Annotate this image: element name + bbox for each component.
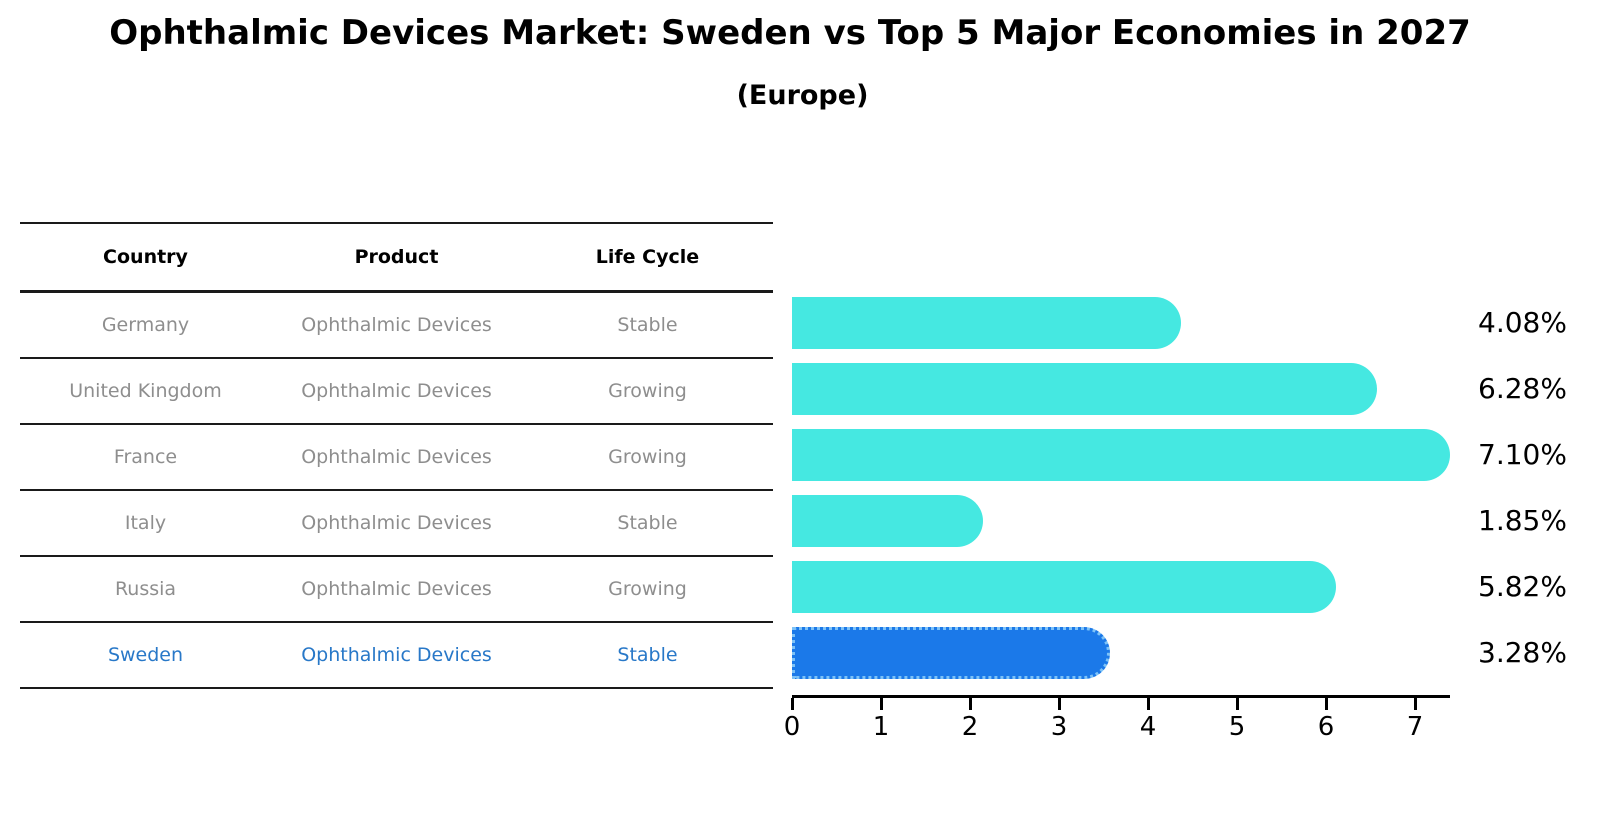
x-axis-tick-label: 6	[1317, 712, 1335, 742]
table-cell-life-cycle: Stable	[617, 512, 678, 534]
table-cell-country: Italy	[124, 512, 167, 534]
table-row: Italy Ophthalmic Devices Stable	[20, 491, 773, 557]
x-axis-tick-label: 4	[1139, 712, 1157, 742]
table-header-life-cycle: Life Cycle	[595, 246, 700, 268]
table-row: Germany Ophthalmic Devices Stable	[20, 293, 773, 359]
bar-value-label: 6.28%	[1478, 372, 1567, 405]
x-axis-tick-mark	[1414, 698, 1417, 710]
table-row: Sweden Ophthalmic Devices Stable	[20, 623, 773, 689]
table-cell-product: Ophthalmic Devices	[301, 446, 492, 468]
bar-russia	[792, 561, 1336, 613]
table-header-country: Country	[103, 246, 188, 268]
bar-france	[792, 429, 1450, 481]
country-table: Country Product Life Cycle Germany Ophtha…	[20, 222, 773, 689]
chart-subtitle: (Europe)	[736, 80, 869, 111]
chart-title: Ophthalmic Devices Market: Sweden vs Top…	[109, 13, 1471, 53]
x-axis-tick-label: 1	[872, 712, 890, 742]
bar-value-label: 3.28%	[1478, 636, 1567, 669]
bar-italy	[792, 495, 983, 547]
table-cell-product: Ophthalmic Devices	[301, 512, 492, 534]
x-axis-line	[792, 695, 1450, 698]
bar-united-kingdom	[792, 363, 1377, 415]
x-axis-tick-mark	[969, 698, 972, 710]
bar-value-label: 1.85%	[1478, 504, 1567, 537]
x-axis-tick-label: 2	[961, 712, 979, 742]
bar-germany	[792, 297, 1181, 349]
table-cell-country: Russia	[114, 578, 177, 600]
table-cell-life-cycle: Stable	[617, 314, 678, 336]
table-cell-country: United Kingdom	[69, 380, 222, 402]
table-cell-country: France	[113, 446, 178, 468]
table-cell-product: Ophthalmic Devices	[301, 578, 492, 600]
table-cell-life-cycle: Growing	[608, 380, 687, 402]
table-cell-life-cycle: Growing	[608, 578, 687, 600]
table-row: United Kingdom Ophthalmic Devices Growing	[20, 359, 773, 425]
table-cell-country: Germany	[101, 314, 190, 336]
bar-value-label: 7.10%	[1478, 438, 1567, 471]
x-axis-tick-mark	[1058, 698, 1061, 710]
bar-sweden	[792, 627, 1110, 679]
table-header-product: Product	[354, 246, 439, 268]
x-axis-tick-mark	[1147, 698, 1150, 710]
x-axis-tick-mark	[880, 698, 883, 710]
table-cell-product: Ophthalmic Devices	[301, 314, 492, 336]
bar-value-label: 4.08%	[1478, 306, 1567, 339]
table-cell-life-cycle: Stable	[617, 644, 678, 666]
table-row: Russia Ophthalmic Devices Growing	[20, 557, 773, 623]
table-cell-product: Ophthalmic Devices	[301, 644, 492, 666]
table-cell-product: Ophthalmic Devices	[301, 380, 492, 402]
x-axis-tick-mark	[1236, 698, 1239, 710]
x-axis-tick-label: 5	[1228, 712, 1246, 742]
table-cell-life-cycle: Growing	[608, 446, 687, 468]
x-axis-tick-mark	[791, 698, 794, 710]
table-cell-country: Sweden	[107, 644, 184, 666]
x-axis-tick-label: 3	[1050, 712, 1068, 742]
x-axis-tick-label: 7	[1406, 712, 1424, 742]
x-axis-tick-mark	[1325, 698, 1328, 710]
table-row: France Ophthalmic Devices Growing	[20, 425, 773, 491]
table-header-row: Country Product Life Cycle	[20, 224, 773, 293]
x-axis-tick-label: 0	[783, 712, 801, 742]
bar-value-label: 5.82%	[1478, 570, 1567, 603]
